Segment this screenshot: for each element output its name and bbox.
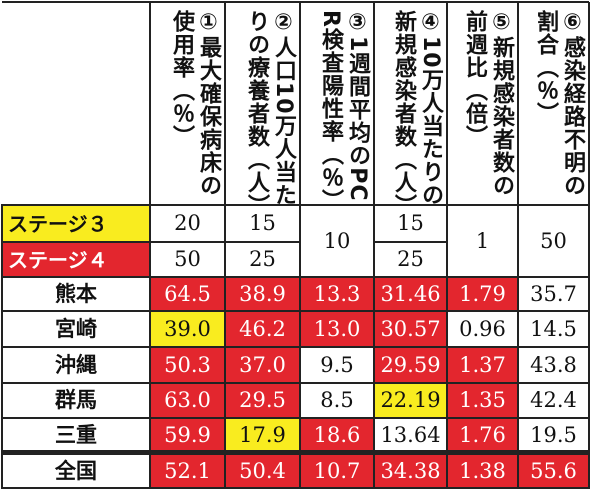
grid-line bbox=[1, 276, 589, 278]
value-cell: 64.5 bbox=[150, 277, 225, 311]
grid-line bbox=[1, 204, 589, 206]
grid-line bbox=[1, 417, 589, 419]
grid-line bbox=[149, 2, 151, 489]
value-cell: 55.6 bbox=[518, 453, 589, 489]
column-header-line: 使用率（％） bbox=[169, 10, 194, 148]
grid-line bbox=[2, 1, 589, 3]
stage-value: 15 bbox=[397, 211, 424, 235]
value-cell: 1.79 bbox=[447, 277, 518, 311]
stage-value: 20 bbox=[174, 211, 201, 235]
stage4-label: ステージ４ bbox=[2, 242, 150, 277]
stage-value: 10 bbox=[323, 228, 351, 253]
value-cell: 1.35 bbox=[447, 383, 518, 418]
column-header: ④10万人当たりの 新規感染者数（人） bbox=[374, 2, 447, 217]
value-cell: 50.4 bbox=[225, 453, 300, 489]
value-cell: 29.5 bbox=[225, 383, 300, 418]
stage-value: 50 bbox=[174, 247, 201, 271]
value-cell: 63.0 bbox=[150, 383, 225, 418]
value-cell: 13.0 bbox=[300, 311, 374, 347]
column-header-line: 前週比（倍） bbox=[462, 10, 487, 148]
grid-line bbox=[517, 2, 519, 489]
column-header-line: りの療養者数（人） bbox=[244, 10, 269, 217]
value-cell: 35.7 bbox=[530, 281, 577, 306]
stage-value: 25 bbox=[249, 247, 276, 271]
column-header: ⑥感染経路不明の 割合（％） bbox=[518, 2, 589, 205]
value-cell: 59.9 bbox=[150, 418, 225, 453]
value-cell: 13.64 bbox=[380, 423, 441, 447]
grid-line bbox=[588, 2, 590, 489]
value-cell: 50.3 bbox=[150, 347, 225, 383]
value-cell: 0.96 bbox=[459, 316, 506, 341]
column-header-line: ③1週間平均のPC bbox=[345, 10, 370, 202]
column-header: ①最大確保病床の 使用率（％） bbox=[150, 2, 225, 205]
prefecture-row-label: 沖縄 bbox=[55, 352, 97, 377]
grid-line bbox=[2, 241, 300, 243]
value-cell: 52.1 bbox=[150, 453, 225, 489]
column-header-line: ④10万人当たりの bbox=[418, 10, 443, 207]
stage-value: 15 bbox=[249, 211, 276, 235]
value-cell: 14.5 bbox=[530, 316, 577, 341]
column-header-line: ⑤新規感染者数の bbox=[489, 10, 514, 197]
grid-line bbox=[446, 2, 448, 489]
value-cell: 43.8 bbox=[530, 352, 577, 377]
value-cell: 31.46 bbox=[374, 277, 447, 311]
column-header-line: 新規感染者数（人） bbox=[391, 10, 416, 217]
value-cell: 1.76 bbox=[447, 418, 518, 453]
stage-value: 25 bbox=[397, 247, 424, 271]
value-cell: 30.57 bbox=[374, 311, 447, 347]
value-cell: 18.6 bbox=[300, 418, 374, 453]
grid-line bbox=[1, 382, 589, 384]
value-cell: 1.38 bbox=[447, 453, 518, 489]
prefecture-row-label: 群馬 bbox=[55, 388, 97, 412]
grid-line bbox=[1, 310, 589, 312]
stage3-label: ステージ３ bbox=[2, 205, 150, 242]
stage-value: 1 bbox=[475, 228, 490, 253]
column-header-line: R検査陽性率（％） bbox=[318, 10, 343, 212]
value-cell: 29.59 bbox=[374, 347, 447, 383]
value-cell: 42.4 bbox=[530, 388, 577, 412]
value-cell: 9.5 bbox=[320, 352, 354, 377]
value-cell: 37.0 bbox=[225, 347, 300, 383]
national-row-label: 全国 bbox=[55, 458, 97, 483]
column-header: ③1週間平均のPC R検査陽性率（％） bbox=[300, 2, 374, 212]
value-cell: 46.2 bbox=[225, 311, 300, 347]
value-cell: 38.9 bbox=[225, 277, 300, 311]
grid-line bbox=[1, 487, 589, 489]
grid-line bbox=[373, 2, 375, 489]
column-header: ②人口10万人当た りの療養者数（人） bbox=[225, 2, 300, 217]
value-cell: 22.19 bbox=[374, 383, 447, 418]
value-cell: 10.7 bbox=[300, 453, 374, 489]
value-cell: 19.5 bbox=[530, 423, 577, 447]
grid-line bbox=[374, 241, 447, 243]
column-header-line: ①最大確保病床の bbox=[196, 10, 221, 197]
prefecture-row-label: 宮崎 bbox=[55, 316, 97, 341]
value-cell: 13.3 bbox=[300, 277, 374, 311]
prefecture-row-label: 熊本 bbox=[55, 281, 97, 306]
grid-line bbox=[1, 346, 589, 348]
grid-line bbox=[299, 2, 301, 489]
value-cell: 39.0 bbox=[150, 311, 225, 347]
stage-value: 50 bbox=[540, 228, 567, 253]
value-cell: 34.38 bbox=[374, 453, 447, 489]
column-header-line: 割合（％） bbox=[533, 10, 558, 125]
total-separator bbox=[1, 450, 589, 455]
value-cell: 17.9 bbox=[225, 418, 300, 453]
value-cell: 1.37 bbox=[447, 347, 518, 383]
column-header: ⑤新規感染者数の 前週比（倍） bbox=[447, 2, 518, 205]
prefecture-row-label: 三重 bbox=[55, 423, 97, 447]
grid-line bbox=[224, 2, 226, 489]
column-header-line: ②人口10万人当た bbox=[271, 10, 296, 207]
column-header-line: ⑥感染経路不明の bbox=[560, 10, 585, 197]
value-cell: 8.5 bbox=[320, 388, 354, 412]
